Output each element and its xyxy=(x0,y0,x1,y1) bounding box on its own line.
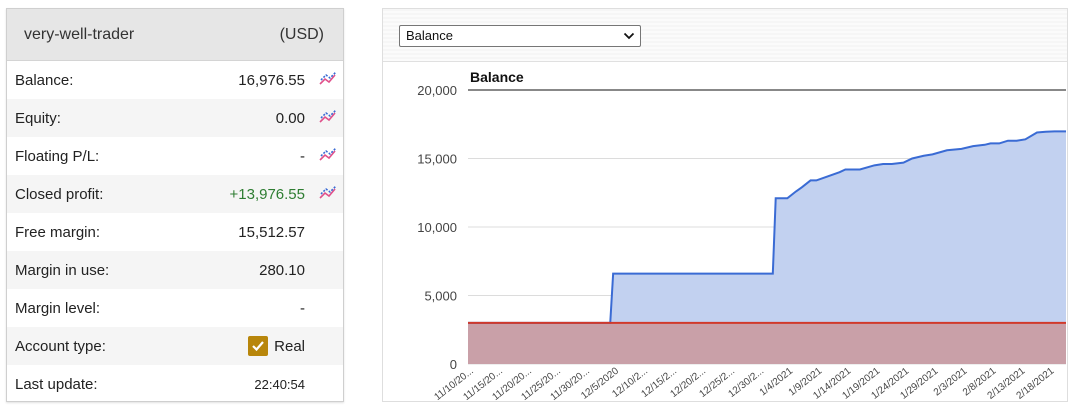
chart-panel: Balance Balance 20,000 15,000 10,000 5,000 0 1… xyxy=(382,8,1068,403)
y-tick-label: 20,000 xyxy=(417,83,457,98)
balance-area xyxy=(468,131,1066,364)
free-margin-value: 15,512.57 xyxy=(238,223,305,241)
row-balance: Balance: 16,976.55 xyxy=(7,61,343,99)
row-closed-profit: Closed profit: +13,976.55 xyxy=(7,175,343,213)
deposit-area xyxy=(468,322,1066,364)
chart-type-select[interactable]: Balance xyxy=(399,25,641,47)
row-equity: Equity: 0.00 xyxy=(7,99,343,137)
balance-line xyxy=(468,130,1066,324)
account-name: very-well-trader xyxy=(24,25,135,43)
margin-in-use-label: Margin in use: xyxy=(15,261,110,279)
floating-pl-label: Floating P/L: xyxy=(15,147,100,165)
closed-profit-label: Closed profit: xyxy=(15,185,104,203)
y-tick-label: 0 xyxy=(450,357,457,372)
checkmark-icon xyxy=(248,336,269,356)
balance-label: Balance: xyxy=(15,71,74,89)
free-margin-label: Free margin: xyxy=(15,223,101,241)
account-type-label: Account type: xyxy=(15,337,106,355)
account-summary-panel: very-well-trader (USD) Balance: 16,976.5… xyxy=(6,8,344,402)
account-header: very-well-trader (USD) xyxy=(7,9,343,61)
margin-in-use-value: 280.10 xyxy=(259,261,305,279)
chart-toolbar: Balance xyxy=(383,9,1067,62)
row-free-margin: Free margin: 15,512.57 xyxy=(7,213,343,251)
account-type-value: Real xyxy=(248,336,305,356)
account-stats-list: Balance: 16,976.55 Equity: 0.00 Floating… xyxy=(7,61,343,403)
chevron-down-icon xyxy=(623,32,635,40)
margin-level-value: - xyxy=(300,299,305,317)
row-margin-level: Margin level: - xyxy=(7,289,343,327)
row-margin-in-use: Margin in use: 280.10 xyxy=(7,251,343,289)
row-last-update: Last update: 22:40:54 xyxy=(7,365,343,403)
chart-pencil-icon[interactable] xyxy=(319,147,337,163)
last-update-label: Last update: xyxy=(15,375,98,393)
chart-pencil-icon[interactable] xyxy=(319,185,337,201)
balance-chart: Balance20,00015,00010,0005,000011/10/20.… xyxy=(417,69,1066,403)
account-currency: (USD) xyxy=(279,25,324,43)
floating-pl-value: - xyxy=(300,147,305,165)
account-type-text: Real xyxy=(274,337,305,355)
chart-pencil-icon[interactable] xyxy=(319,109,337,125)
equity-value: 0.00 xyxy=(275,109,305,127)
closed-profit-value: +13,976.55 xyxy=(229,185,306,203)
chart-title: Balance xyxy=(470,69,524,85)
y-tick-label: 5,000 xyxy=(424,289,457,304)
balance-value: 16,976.55 xyxy=(238,71,305,89)
equity-label: Equity: xyxy=(15,109,61,127)
chart-pencil-icon[interactable] xyxy=(319,71,337,87)
y-tick-label: 10,000 xyxy=(417,220,457,235)
last-update-value: 22:40:54 xyxy=(254,376,305,392)
y-tick-label: 15,000 xyxy=(417,152,457,167)
row-account-type: Account type: Real xyxy=(7,327,343,365)
chart-type-selected: Balance xyxy=(406,28,453,43)
margin-level-label: Margin level: xyxy=(15,299,101,317)
row-floating-pl: Floating P/L: - xyxy=(7,137,343,175)
